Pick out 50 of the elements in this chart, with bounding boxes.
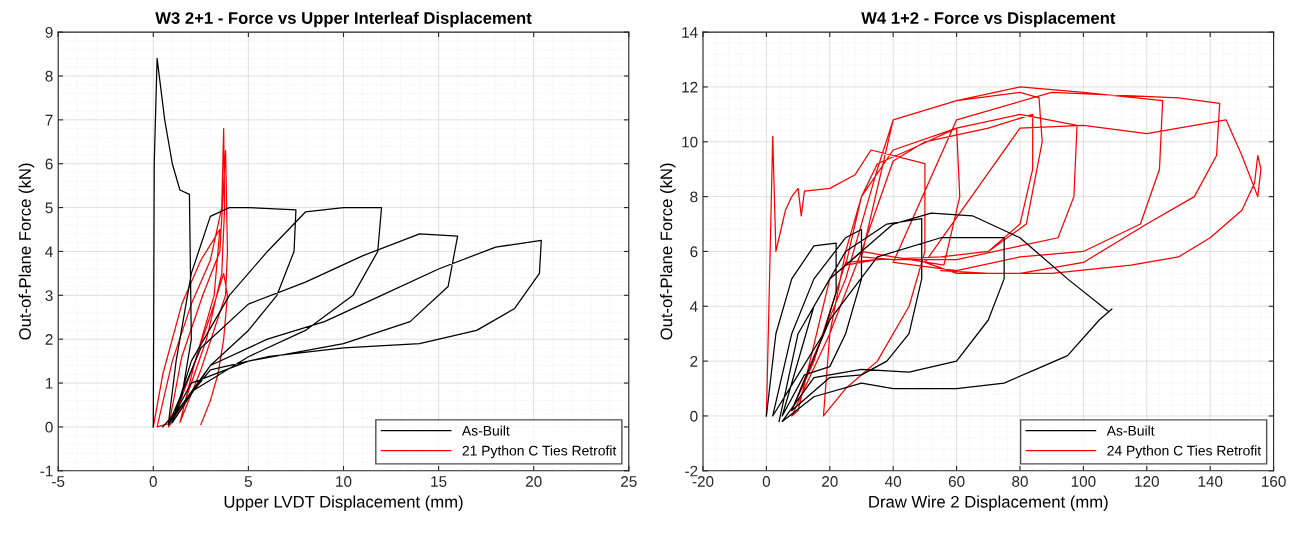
y-tick-label: 4: [689, 301, 698, 312]
x-tick-label: 60: [948, 476, 965, 487]
y-tick-label: 1: [45, 378, 53, 389]
x-tick-label: 100: [1071, 476, 1096, 487]
x-tick-label: 25: [621, 476, 637, 487]
line-series: [765, 212, 1113, 423]
x-tick-label: 0: [149, 476, 157, 487]
legend-label: 21 Python C Ties Retrofit: [462, 445, 617, 459]
line-series: [765, 86, 1262, 417]
y-axis-title: Out-of-Plane Force (kN): [660, 163, 676, 340]
legend-label: As-Built: [461, 425, 510, 436]
y-tick-label: -2: [685, 465, 698, 477]
x-axis-title: Upper LVDT Displacement (mm): [224, 495, 463, 511]
x-tick-label: 5: [244, 476, 252, 487]
legend-label: 24 Python C Ties Retrofit: [1107, 445, 1262, 459]
y-tick-label: 12: [682, 81, 698, 93]
x-tick-label: 10: [336, 476, 352, 487]
chart-title: W3 2+1 - Force vs Upper Interleaf Displacement: [155, 11, 532, 28]
y-tick-label: 14: [682, 27, 698, 38]
x-tick-label: -5: [52, 476, 65, 487]
legend-label: As-Built: [1106, 425, 1155, 436]
x-tick-label: 40: [885, 476, 902, 487]
y-tick-label: 8: [690, 191, 698, 203]
y-tick-label: 9: [45, 26, 53, 38]
x-tick-label: 20: [525, 476, 542, 487]
x-tick-label: 20: [822, 476, 838, 487]
y-tick-label: 8: [45, 70, 53, 82]
x-tick-label: 80: [1012, 476, 1028, 487]
x-tick-label: 15: [431, 476, 447, 487]
y-tick-label: 4: [45, 246, 53, 257]
x-tick-label: -20: [692, 476, 714, 487]
x-axis-title: Draw Wire 2 Displacement (mm): [869, 495, 1108, 511]
x-tick-label: 0: [762, 476, 771, 487]
y-tick-label: 7: [45, 114, 53, 126]
x-tick-label: 160: [1262, 476, 1286, 487]
y-tick-label: 10: [682, 136, 698, 148]
y-tick-label: 2: [690, 355, 698, 367]
y-tick-label: -1: [40, 465, 53, 477]
y-tick-label: 3: [45, 290, 53, 302]
y-tick-label: 6: [45, 158, 53, 170]
x-tick-label: 140: [1198, 476, 1223, 487]
y-axis-title: Out-of-Plane Force (kN): [18, 163, 35, 340]
y-tick-label: 5: [45, 202, 53, 214]
y-tick-label: 6: [690, 246, 698, 258]
y-tick-label: 0: [45, 421, 53, 433]
y-tick-label: 2: [45, 334, 53, 345]
line-series: [152, 127, 229, 428]
y-tick-label: 0: [690, 410, 698, 422]
chart-title: W4 1+2 - Force vs Displacement: [861, 11, 1116, 28]
x-tick-label: 120: [1135, 476, 1159, 487]
